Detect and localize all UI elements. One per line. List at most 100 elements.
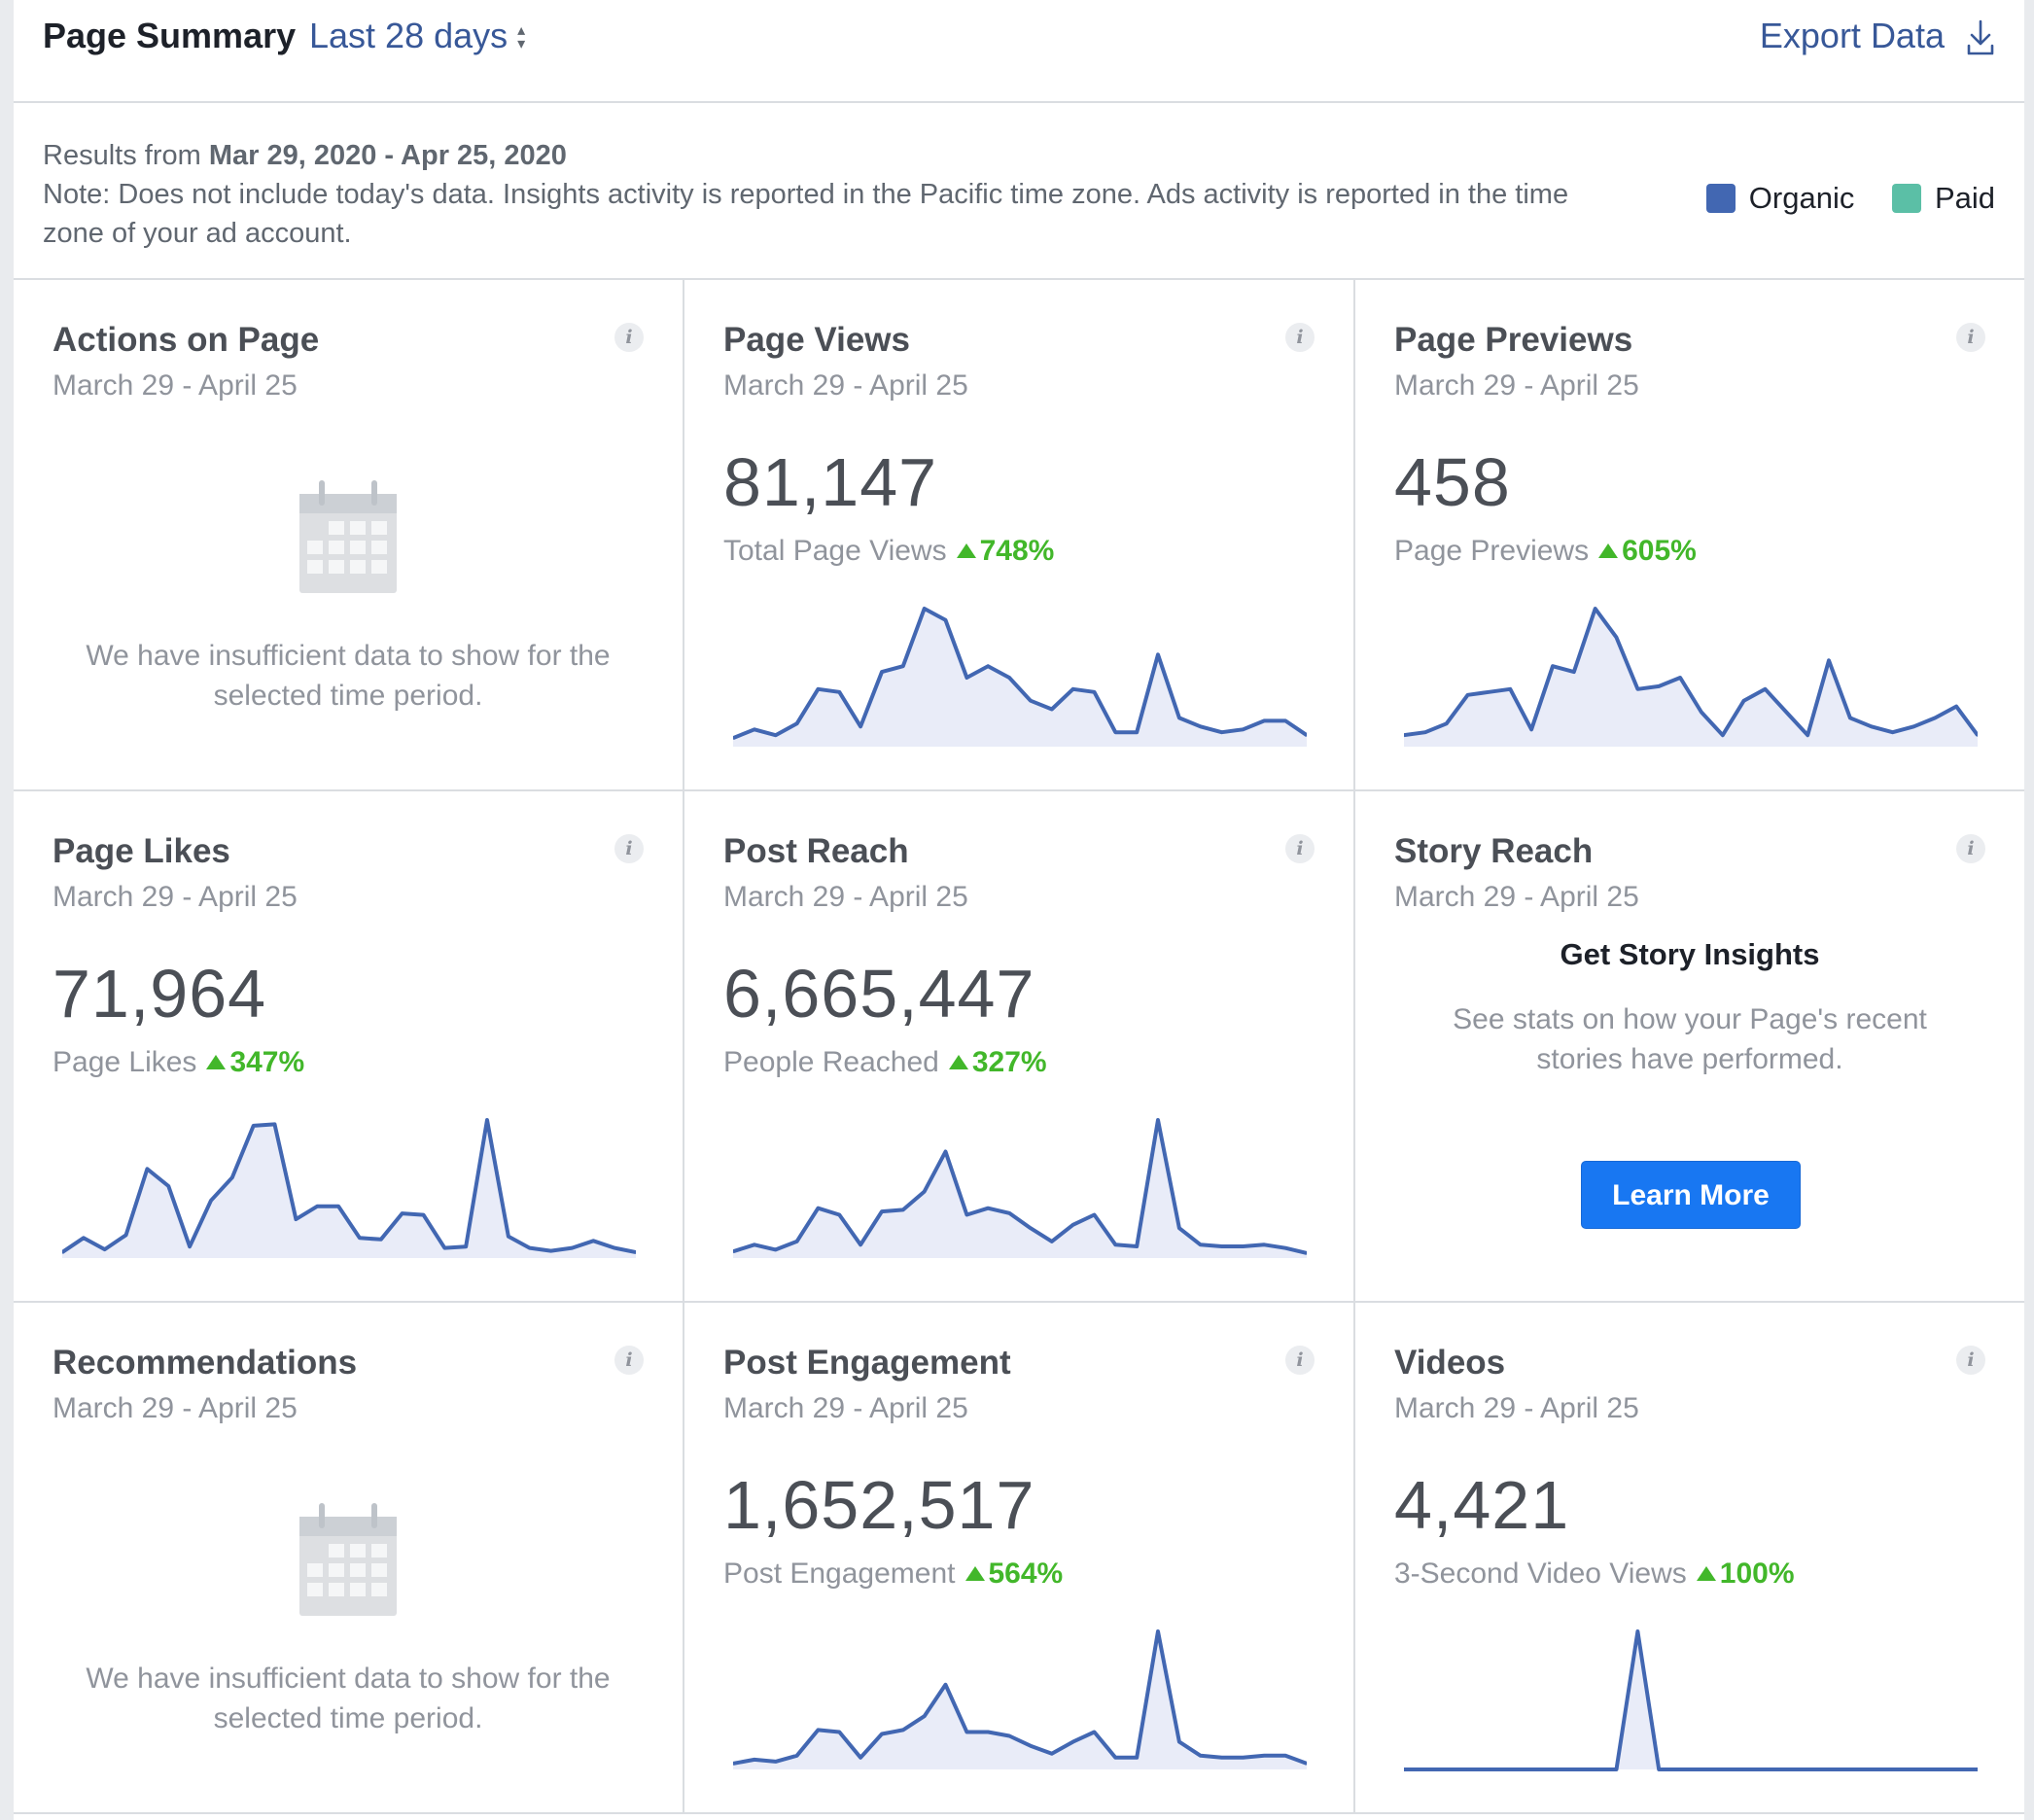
sparkline-point (273, 1122, 276, 1126)
change-value: 564% (988, 1558, 1064, 1590)
sparkline-point (1594, 607, 1597, 611)
info-icon[interactable]: i (614, 1346, 644, 1375)
sparkline-point (1487, 690, 1490, 694)
change-value: 347% (229, 1046, 305, 1078)
sparkline-area (733, 1631, 1307, 1769)
sparkline-point (1241, 727, 1245, 731)
card-date: March 29 - April 25 (723, 1392, 968, 1424)
card-actions-on-page[interactable]: Actions on Page March 29 - April 25 i We… (14, 280, 684, 791)
sparkline-point (1848, 716, 1852, 719)
page-title: Page Summary (43, 16, 297, 55)
card-page-likes[interactable]: Page Likes March 29 - April 25 i 71,964 … (14, 791, 684, 1303)
sparkline-point (1764, 1768, 1767, 1771)
info-icon[interactable]: i (614, 834, 644, 863)
sparkline-point (1594, 1768, 1597, 1771)
sparkline-point (1933, 1768, 1937, 1771)
info-icon[interactable]: i (1285, 1346, 1315, 1375)
card-story-reach[interactable]: Story Reach March 29 - April 25 i Get St… (1355, 791, 2024, 1303)
sparkline-point (1508, 1768, 1512, 1771)
change-value: 748% (979, 535, 1055, 567)
sparkline-area (1404, 609, 1978, 747)
sparkline-point (528, 1246, 532, 1250)
period-selector[interactable]: Last 28 days ▴ ▾ (309, 16, 525, 56)
sparkline-point (1283, 718, 1287, 722)
card-recommendations[interactable]: Recommendations March 29 - April 25 i We… (14, 1303, 684, 1814)
sparkline-point (901, 1728, 905, 1732)
sparkline-point (1113, 730, 1117, 734)
sparkline-point (753, 1242, 756, 1246)
sparkline-point (1305, 733, 1307, 737)
sparkline-point (944, 1683, 947, 1687)
card-date: March 29 - April 25 (1394, 881, 1639, 913)
sparkline-point (1870, 1768, 1874, 1771)
sparkline-point (795, 721, 799, 725)
sparkline-point (986, 1207, 990, 1210)
sparkline-point (422, 1213, 425, 1217)
sparkline-point (1657, 1768, 1661, 1771)
metric-caption: Post Engagement 564% (723, 1558, 1063, 1591)
sparkline-series-line (733, 1629, 1307, 1766)
info-icon[interactable]: i (1956, 834, 1985, 863)
card-post-reach[interactable]: Post Reach March 29 - April 25 i 6,665,4… (684, 791, 1355, 1303)
sparkline-point (1721, 733, 1725, 737)
change-indicator: 748% (956, 535, 1055, 567)
info-icon[interactable]: i (1956, 323, 1985, 352)
info-icon[interactable]: i (614, 323, 644, 352)
up-arrow-icon (956, 543, 976, 558)
card-videos[interactable]: Videos March 29 - April 25 i 4,421 3-Sec… (1355, 1303, 2024, 1814)
info-icon[interactable]: i (1285, 834, 1315, 863)
up-arrow-icon (964, 1566, 985, 1581)
sparkline-point (1423, 730, 1427, 734)
sparkline-point (733, 1249, 735, 1253)
sparkline-point (1071, 687, 1075, 691)
sparkline-point (145, 1167, 149, 1171)
sparkline-point (1784, 1768, 1788, 1771)
sparkline-point (1742, 699, 1746, 703)
sparkline-point (166, 1184, 170, 1188)
sparkline-point (1891, 1768, 1895, 1771)
sparkline-point (1093, 690, 1096, 694)
sparkline-point (880, 670, 884, 674)
sparkline-point (1050, 1240, 1054, 1243)
sparkline-point (1827, 658, 1831, 662)
sparkline-chart (1404, 1629, 1978, 1771)
sparkline-series-line (62, 1118, 636, 1255)
change-value: 100% (1719, 1558, 1795, 1590)
sparkline-point (1445, 1768, 1449, 1771)
card-title: Videos (1394, 1344, 1506, 1382)
sparkline-point (837, 1213, 841, 1216)
sparkline-point (82, 1236, 86, 1240)
sparkline-point (1029, 1744, 1033, 1748)
metric-label: People Reached (723, 1046, 939, 1078)
sparkline-point (1156, 1118, 1160, 1122)
calendar-icon (299, 1503, 397, 1616)
sparkline-point (774, 1247, 778, 1251)
sparkline-point (1933, 716, 1937, 719)
sparkline-point (816, 1207, 820, 1210)
card-page-views[interactable]: Page Views March 29 - April 25 i 81,147 … (684, 280, 1355, 791)
learn-more-button[interactable]: Learn More (1581, 1161, 1801, 1229)
sparkline-point (1404, 1768, 1406, 1771)
sparkline-point (901, 1208, 905, 1211)
download-icon (1967, 20, 1994, 55)
sort-caret-icon: ▴ ▾ (517, 22, 526, 53)
results-prefix: Results from (43, 140, 201, 171)
sparkline-point (1700, 711, 1703, 714)
card-title: Recommendations (53, 1344, 358, 1382)
sparkline-point (1764, 687, 1767, 691)
sparkline-point (1615, 636, 1618, 640)
info-bar: Results from Mar 29, 2020 - Apr 25, 2020… (14, 103, 2024, 280)
sparkline-point (923, 1190, 927, 1194)
card-page-previews[interactable]: Page Previews March 29 - April 25 i 458 … (1355, 280, 2024, 791)
export-label: Export Data (1759, 16, 1945, 55)
empty-state-text: We have insufficient data to show for th… (86, 640, 611, 712)
card-post-engagement[interactable]: Post Engagement March 29 - April 25 i 1,… (684, 1303, 1355, 1814)
export-data-button[interactable]: Export Data (1760, 16, 1995, 57)
info-icon[interactable]: i (1285, 323, 1315, 352)
sparkline-point (753, 727, 756, 731)
change-indicator: 347% (206, 1046, 304, 1078)
info-icon[interactable]: i (1956, 1346, 1985, 1375)
sparkline-point (1976, 1768, 1978, 1771)
calendar-icon (299, 480, 397, 593)
sparkline-point (1007, 1211, 1011, 1215)
